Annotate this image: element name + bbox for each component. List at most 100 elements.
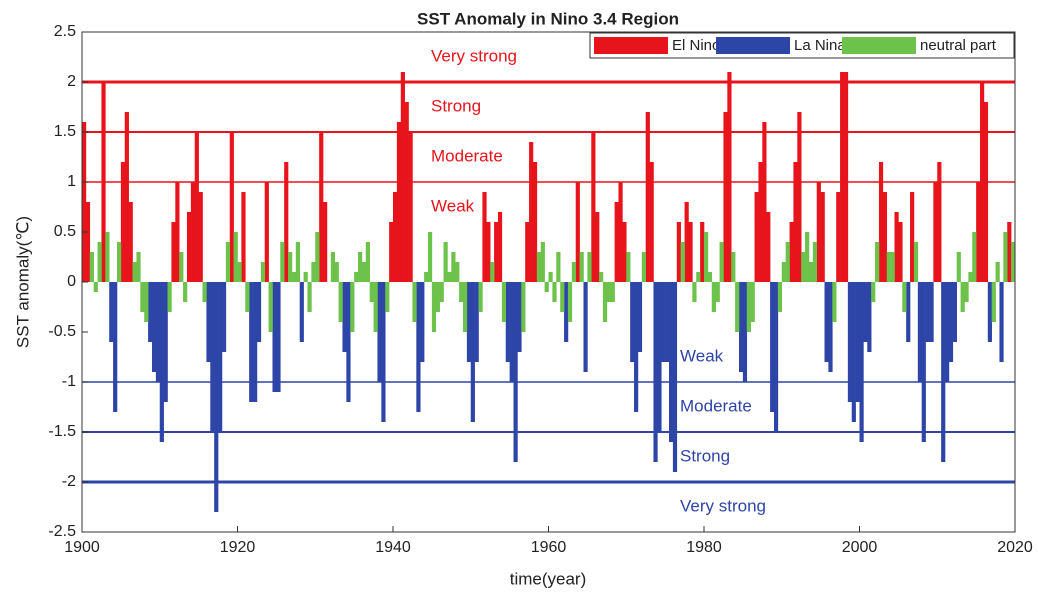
bar [443, 242, 448, 282]
bar [497, 212, 503, 282]
bar [816, 182, 821, 282]
bar [571, 262, 577, 282]
bar [427, 232, 433, 282]
bar [536, 252, 542, 282]
bar [109, 282, 114, 342]
bar [707, 272, 713, 282]
bar [451, 252, 456, 282]
bar [657, 282, 662, 432]
bar [486, 222, 491, 282]
bar [218, 282, 223, 432]
bar [952, 282, 957, 342]
bar [140, 282, 145, 312]
bar [237, 262, 242, 282]
bar [886, 252, 891, 282]
bar [797, 112, 802, 282]
bar [637, 282, 643, 352]
bar [851, 282, 856, 422]
level-label: Moderate [431, 146, 503, 165]
bar [525, 222, 530, 282]
bar [606, 282, 611, 302]
bar [680, 242, 685, 282]
bar [634, 282, 639, 412]
level-label: Strong [680, 446, 730, 465]
bar [766, 212, 771, 282]
y-tick-label: -2 [62, 473, 76, 490]
bar [548, 272, 553, 282]
bar [365, 242, 370, 282]
bar [700, 222, 705, 282]
bar [820, 192, 825, 282]
y-tick-label: 2 [67, 73, 76, 90]
bar [116, 242, 122, 282]
bar [875, 242, 880, 282]
bar [785, 242, 790, 282]
bar [556, 252, 561, 282]
bar [987, 282, 992, 342]
bar [750, 282, 755, 322]
bar [159, 282, 164, 442]
bar [867, 282, 872, 352]
bar [902, 282, 907, 312]
bar [1003, 232, 1008, 282]
bar [661, 282, 666, 362]
bar [544, 282, 549, 292]
bar [439, 282, 444, 302]
bar [855, 282, 860, 402]
bar [288, 252, 293, 282]
legend-swatch [716, 37, 790, 54]
bar [894, 212, 899, 282]
x-tick-label: 1920 [220, 539, 256, 556]
bar [793, 162, 798, 282]
bar [513, 282, 518, 462]
bar [715, 282, 720, 302]
bar [567, 282, 573, 322]
bar [253, 282, 258, 402]
bar [968, 272, 973, 282]
bar [653, 282, 658, 462]
bar [832, 282, 837, 322]
bar [163, 282, 168, 402]
bar [882, 192, 888, 282]
bar [280, 242, 285, 282]
bar [801, 252, 806, 282]
bar [929, 282, 934, 342]
bar [560, 282, 565, 312]
bar [225, 242, 231, 282]
x-tick-label: 2000 [842, 539, 878, 556]
bar [315, 232, 320, 282]
bar [878, 162, 884, 282]
bar [731, 252, 736, 282]
bar [233, 232, 238, 282]
bar [758, 162, 763, 282]
x-tick-label: 1940 [375, 539, 411, 556]
bar [136, 252, 141, 282]
bar [369, 282, 374, 302]
bar [641, 252, 646, 282]
bar [723, 112, 728, 282]
bar [198, 192, 203, 282]
bar [836, 192, 841, 282]
bar [206, 282, 211, 362]
bar [738, 282, 744, 372]
bar [462, 282, 468, 332]
bar [770, 282, 775, 412]
bar [459, 282, 464, 302]
bar [470, 282, 475, 422]
bar [358, 252, 363, 282]
level-label: Strong [431, 96, 481, 115]
bar [762, 122, 767, 282]
bar [148, 282, 153, 342]
bar [393, 192, 398, 282]
bar [579, 252, 584, 282]
bar [128, 202, 133, 282]
x-tick-label: 1960 [531, 539, 567, 556]
bar [808, 262, 814, 282]
legend-swatch [594, 37, 668, 54]
bar [82, 122, 87, 282]
x-axis-label: time(year) [510, 569, 587, 588]
bar [630, 282, 635, 362]
bar [964, 282, 969, 302]
bar [89, 252, 94, 282]
bar [824, 282, 829, 362]
